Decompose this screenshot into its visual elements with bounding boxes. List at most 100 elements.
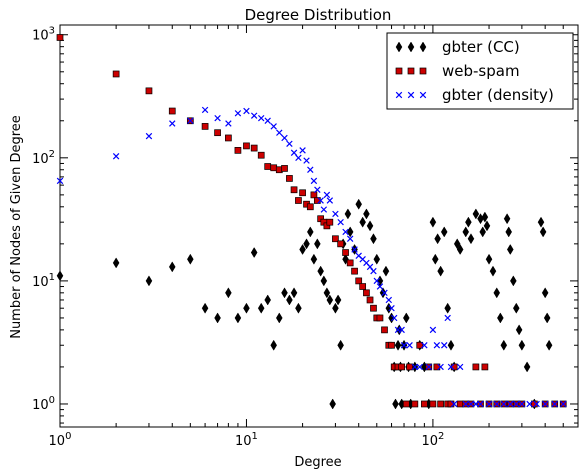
data-point (506, 243, 514, 255)
data-point (299, 189, 306, 197)
data-point (145, 275, 153, 287)
data-point (462, 400, 469, 408)
data-point (332, 210, 339, 218)
data-point (344, 208, 352, 220)
y-axis-label: Number of Nodes of Given Degree (9, 115, 24, 339)
data-point (376, 314, 384, 322)
data-point (366, 296, 374, 304)
data-point (433, 342, 441, 349)
data-point (187, 117, 194, 124)
data-point (56, 270, 64, 282)
data-point (264, 117, 271, 124)
data-point (332, 235, 339, 243)
data-point (187, 253, 194, 265)
data-point (363, 208, 370, 220)
legend-marker (395, 67, 403, 75)
data-point (560, 400, 567, 408)
data-point (447, 363, 455, 371)
data-point (489, 265, 497, 277)
data-point (537, 216, 545, 228)
data-point (112, 70, 120, 78)
data-point (390, 314, 398, 322)
data-point (363, 289, 370, 297)
data-point (351, 246, 358, 253)
data-point (225, 120, 232, 127)
data-point (398, 326, 405, 334)
data-point (314, 186, 321, 194)
data-point (447, 339, 455, 351)
data-point (56, 177, 64, 185)
data-point (406, 363, 413, 371)
data-point (434, 233, 441, 245)
data-point (441, 342, 448, 349)
data-point (381, 326, 388, 334)
data-point (270, 339, 277, 351)
data-point (398, 363, 406, 371)
data-point (306, 203, 314, 211)
legend-marker (419, 41, 427, 53)
x-tick-label: 100 (49, 431, 72, 449)
data-point (467, 400, 475, 408)
data-point (310, 253, 318, 265)
series-2 (56, 106, 567, 408)
data-point (450, 400, 458, 408)
data-point (286, 140, 293, 148)
data-point (303, 157, 310, 164)
chart-title: Degree Distribution (245, 6, 392, 24)
data-point (421, 400, 428, 408)
data-point (323, 191, 331, 199)
data-point (500, 400, 508, 408)
legend-marker (407, 91, 415, 99)
data-point (385, 302, 393, 314)
data-point (370, 233, 377, 245)
data-point (510, 275, 517, 287)
data-point (310, 191, 318, 199)
data-point (392, 398, 399, 410)
x-tick-label: 102 (421, 431, 444, 449)
data-point (337, 218, 344, 226)
data-point (485, 400, 493, 408)
data-point (416, 363, 423, 371)
data-point (373, 253, 381, 265)
data-point (275, 312, 283, 324)
data-point (444, 302, 451, 314)
data-point (257, 114, 265, 122)
data-point (402, 400, 410, 408)
data-point (337, 339, 344, 351)
data-point (342, 249, 349, 256)
data-point (234, 312, 242, 324)
data-point (286, 294, 293, 306)
data-point (270, 164, 278, 172)
data-point (145, 87, 153, 95)
data-point (545, 339, 553, 351)
data-point (543, 312, 551, 324)
data-point (286, 175, 293, 182)
data-point (332, 302, 339, 314)
data-point (295, 302, 302, 314)
legend-marker (419, 91, 427, 99)
data-point (370, 267, 377, 275)
data-point (250, 144, 258, 152)
data-point (425, 363, 432, 371)
data-point (342, 228, 349, 236)
data-point (276, 129, 283, 136)
data-point (317, 265, 324, 277)
data-point (456, 363, 464, 371)
data-point (243, 302, 250, 314)
data-point (169, 120, 176, 127)
data-point (518, 339, 526, 351)
data-point (243, 142, 250, 150)
data-point (225, 134, 232, 142)
data-point (334, 294, 342, 306)
data-point (290, 186, 298, 194)
data-point (329, 398, 336, 410)
data-point (429, 400, 437, 408)
data-point (411, 363, 419, 371)
data-point (453, 238, 461, 250)
data-point (355, 198, 363, 210)
data-point (373, 277, 381, 285)
data-point (307, 166, 314, 173)
data-point (493, 287, 501, 299)
data-point (481, 211, 489, 223)
